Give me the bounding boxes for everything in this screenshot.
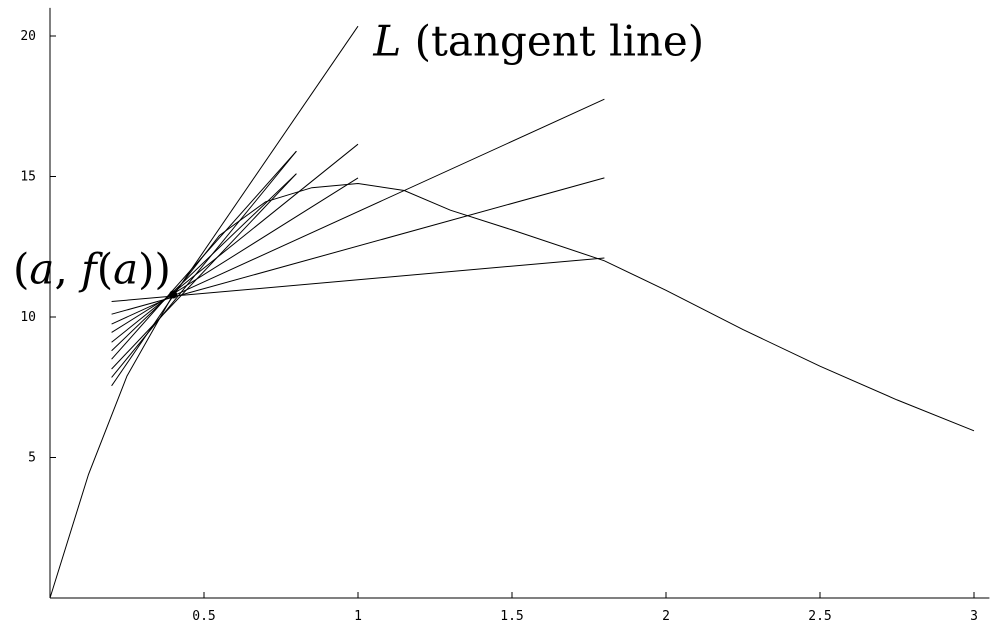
y-ticks: 5 10 15 20 xyxy=(20,29,56,466)
y-tick-label: 10 xyxy=(20,310,36,325)
axes: 0.5 1 1.5 2 2.5 3 5 10 15 20 xyxy=(20,7,990,624)
secant-line xyxy=(111,150,297,378)
x-tick-label: 2.5 xyxy=(808,609,831,624)
x-tick-label: 3 xyxy=(970,609,978,624)
y-tick-label: 5 xyxy=(28,451,36,466)
point-label-open: ( xyxy=(13,244,29,293)
point-label-a2: a xyxy=(113,244,138,293)
x-ticks: 0.5 1 1.5 2 2.5 3 xyxy=(192,592,978,624)
tangent-var: L xyxy=(372,17,401,66)
secant-line xyxy=(111,143,359,343)
secant-line xyxy=(111,177,359,333)
secant-lines xyxy=(111,25,605,387)
function-curve xyxy=(49,182,975,599)
secant-line xyxy=(111,173,297,370)
secant-line xyxy=(111,173,297,352)
x-tick-label: 2 xyxy=(662,609,670,624)
point-label-a: a xyxy=(29,244,54,293)
tangent-line-label: L (tangent line) xyxy=(372,17,704,66)
secant-line xyxy=(111,177,605,315)
secant-line xyxy=(111,257,605,303)
x-tick-label: 1 xyxy=(354,609,362,624)
point-label: (a, f(a)) xyxy=(13,244,171,293)
tangent-line xyxy=(111,25,359,387)
point-label-comma: , xyxy=(54,244,81,293)
point-label-close: )) xyxy=(138,244,171,293)
x-tick-label: 0.5 xyxy=(192,609,215,624)
x-tick-label: 1.5 xyxy=(500,609,523,624)
tangent-text: (tangent line) xyxy=(401,17,704,66)
tangent-point xyxy=(169,290,178,299)
y-tick-label: 15 xyxy=(20,170,36,185)
point-label-open2: ( xyxy=(97,244,113,293)
y-tick-label: 20 xyxy=(20,29,36,44)
secant-line xyxy=(111,98,605,325)
